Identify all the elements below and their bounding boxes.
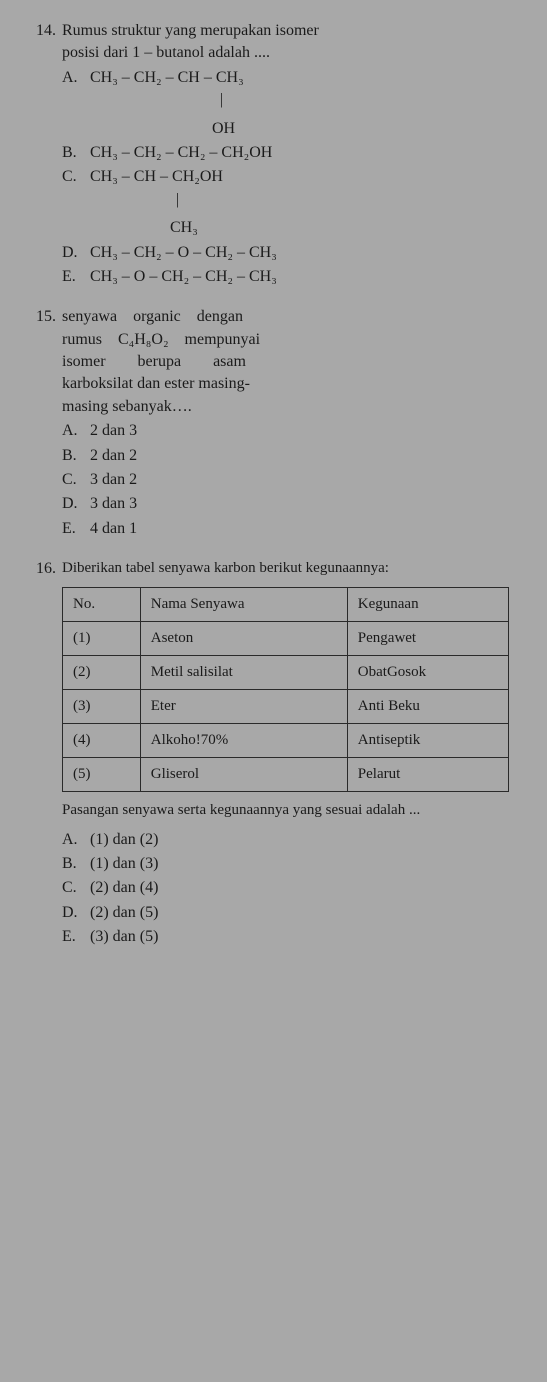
q16-option-e: E. (3) dan (5) [62, 926, 517, 948]
q16-options: A. (1) dan (2) B. (1) dan (3) C. (2) dan… [62, 829, 517, 949]
q14-option-b: B. CH₃ – CH₂ – CH₂ – CH₂OH [62, 142, 517, 164]
q16-option-b: B. (1) dan (3) [62, 853, 517, 875]
table-row: (2) Metil salisilat ObatGosok [63, 655, 509, 689]
question-15: 15. senyawa organic dengan rumus C₄H₈O₂ … [30, 306, 517, 540]
cell-no: (3) [63, 689, 141, 723]
q14-option-e: E. CH₃ – O – CH₂ – CH₂ – CH₃ [62, 266, 517, 288]
option-letter: A. [62, 829, 90, 851]
option-text: 4 dan 1 [90, 518, 517, 540]
option-letter: D. [62, 493, 90, 515]
q16-after: Pasangan senyawa serta kegunaannya yang … [62, 800, 517, 821]
option-letter: E. [62, 266, 90, 288]
q16-option-d: D. (2) dan (5) [62, 902, 517, 924]
option-text: CH₃ – CH₂ – CH₂ – CH₂OH [90, 142, 517, 164]
cell-kegunaan: Anti Beku [347, 689, 508, 723]
q15-line5: masing sebanyak…. [62, 396, 517, 418]
q14-number: 14. [30, 20, 62, 42]
option-letter: A. [62, 420, 90, 442]
option-letter: D. [62, 242, 90, 264]
q14-stem-line1: Rumus struktur yang merupakan isomer [62, 20, 517, 42]
cell-nama: Aseton [140, 621, 347, 655]
question-16: 16. Diberikan tabel senyawa karbon berik… [30, 558, 517, 948]
q15-option-a: A. 2 dan 3 [62, 420, 517, 442]
option-letter: C. [62, 877, 90, 899]
cell-no: (5) [63, 757, 141, 791]
cell-nama: Gliserol [140, 757, 347, 791]
cell-no: (4) [63, 723, 141, 757]
table-header-row: No. Nama Senyawa Kegunaan [63, 587, 509, 621]
cell-nama: Eter [140, 689, 347, 723]
q14-option-a: A. CH₃ – CH₂ – CH – CH₃ [62, 67, 517, 89]
q16-number: 16. [30, 558, 62, 580]
cell-nama: Metil salisilat [140, 655, 347, 689]
option-text: CH₃ – CH₂ – CH – CH₃ [90, 67, 517, 89]
table-row: (5) Gliserol Pelarut [63, 757, 509, 791]
option-letter: B. [62, 853, 90, 875]
table-row: (1) Aseton Pengawet [63, 621, 509, 655]
cell-no: (2) [63, 655, 141, 689]
q14-option-d: D. CH₃ – CH₂ – O – CH₂ – CH₃ [62, 242, 517, 264]
option-text: 2 dan 3 [90, 420, 517, 442]
q15-line2: rumus C₄H₈O₂ mempunyai [62, 329, 517, 351]
question-14: 14. Rumus struktur yang merupakan isomer… [30, 20, 517, 288]
option-letter: C. [62, 469, 90, 491]
option-letter: A. [62, 67, 90, 89]
q15-option-c: C. 3 dan 2 [62, 469, 517, 491]
cell-kegunaan: ObatGosok [347, 655, 508, 689]
q14-option-c: C. CH₃ – CH – CH₂OH [62, 166, 517, 188]
q15-line4: karboksilat dan ester masing- [62, 373, 517, 395]
col-no: No. [63, 587, 141, 621]
cell-kegunaan: Pelarut [347, 757, 508, 791]
option-text: (3) dan (5) [90, 926, 517, 948]
col-kegunaan: Kegunaan [347, 587, 508, 621]
q15-option-e: E. 4 dan 1 [62, 518, 517, 540]
cell-kegunaan: Antiseptik [347, 723, 508, 757]
cell-kegunaan: Pengawet [347, 621, 508, 655]
option-text: (1) dan (2) [90, 829, 517, 851]
option-text: (2) dan (4) [90, 877, 517, 899]
q16-option-c: C. (2) dan (4) [62, 877, 517, 899]
q15-stem: senyawa organic dengan rumus C₄H₈O₂ memp… [62, 306, 517, 540]
option-letter: B. [62, 445, 90, 467]
option-letter: D. [62, 902, 90, 924]
q14-a-oh: OH [62, 118, 517, 140]
option-text: 3 dan 3 [90, 493, 517, 515]
option-text: (1) dan (3) [90, 853, 517, 875]
q14-stem-line2: posisi dari 1 – butanol adalah .... [62, 42, 517, 64]
option-text: CH₃ – CH₂ – O – CH₂ – CH₃ [90, 242, 517, 264]
option-letter: E. [62, 926, 90, 948]
q14-c-ch3: CH₃ [62, 217, 517, 239]
table-row: (3) Eter Anti Beku [63, 689, 509, 723]
q16-table: No. Nama Senyawa Kegunaan (1) Aseton Pen… [62, 587, 509, 792]
option-letter: E. [62, 518, 90, 540]
option-letter: B. [62, 142, 90, 164]
q15-line1: senyawa organic dengan [62, 306, 517, 328]
cell-no: (1) [63, 621, 141, 655]
q14-stem: Rumus struktur yang merupakan isomer pos… [62, 20, 517, 288]
option-text: 3 dan 2 [90, 469, 517, 491]
option-text: CH₃ – O – CH₂ – CH₂ – CH₃ [90, 266, 517, 288]
option-letter: C. [62, 166, 90, 188]
table-row: (4) Alkoho!70% Antiseptik [63, 723, 509, 757]
q15-option-d: D. 3 dan 3 [62, 493, 517, 515]
cell-nama: Alkoho!70% [140, 723, 347, 757]
col-nama: Nama Senyawa [140, 587, 347, 621]
q14-a-bond: | [62, 89, 517, 111]
option-text: 2 dan 2 [90, 445, 517, 467]
option-text: (2) dan (5) [90, 902, 517, 924]
q14-c-bond: | [62, 189, 517, 211]
option-text: CH₃ – CH – CH₂OH [90, 166, 517, 188]
q15-line3: isomer berupa asam [62, 351, 517, 373]
q15-number: 15. [30, 306, 62, 328]
q16-option-a: A. (1) dan (2) [62, 829, 517, 851]
q16-stem: Diberikan tabel senyawa karbon berikut k… [62, 558, 517, 579]
q15-option-b: B. 2 dan 2 [62, 445, 517, 467]
